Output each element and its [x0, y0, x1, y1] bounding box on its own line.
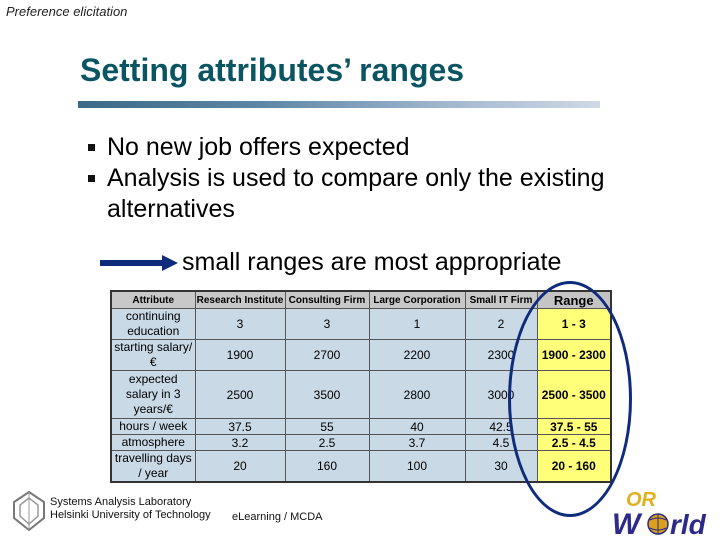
bullet-list: No new job offers expected Analysis is u… [88, 132, 698, 225]
value-cell: 1 [368, 308, 466, 340]
range-highlight-ellipse [508, 281, 632, 517]
title-underline [78, 101, 600, 108]
right-arrow-icon [100, 255, 178, 271]
footer-course: eLearning / MCDA [232, 511, 323, 523]
attribute-cell: hours / week [110, 418, 196, 435]
footer-lab: Systems Analysis Laboratory [50, 496, 192, 508]
bullet-square-icon [88, 144, 95, 151]
attribute-cell: travelling days / year [110, 450, 196, 483]
column-header: Attribute [110, 290, 196, 309]
bullet-item: No new job offers expected [88, 132, 698, 163]
value-cell: 100 [368, 450, 466, 483]
column-header: Consulting Firm [284, 290, 370, 309]
bullet-item: Analysis is used to compare only the exi… [88, 163, 698, 225]
value-cell: 3 [284, 308, 370, 340]
value-cell: 3.7 [368, 434, 466, 451]
attribute-cell: continuing education [110, 308, 196, 340]
footer-affiliation: Systems Analysis Laboratory Helsinki Uni… [50, 496, 211, 522]
column-header: Small IT Firm [464, 290, 538, 309]
university-logo-icon [13, 490, 45, 532]
value-cell: 3 [194, 308, 286, 340]
column-header: Research Institute [194, 290, 286, 309]
svg-text:W: W [612, 508, 643, 538]
value-cell: 2700 [284, 339, 370, 371]
bullet-text: No new job offers expected [107, 133, 410, 161]
value-cell: 1900 [194, 339, 286, 371]
or-world-logo-icon: OR W rld [612, 489, 707, 538]
value-cell: 2500 [194, 370, 286, 419]
value-cell: 40 [368, 418, 466, 435]
value-cell: 2800 [368, 370, 466, 419]
value-cell: 160 [284, 450, 370, 483]
svg-text:rld: rld [670, 509, 707, 538]
slide-title: Setting attributes’ ranges [80, 52, 465, 88]
value-cell: 2.5 [284, 434, 370, 451]
svg-text:OR: OR [626, 489, 657, 511]
attribute-cell: atmosphere [110, 434, 196, 451]
value-cell: 20 [194, 450, 286, 483]
value-cell: 55 [284, 418, 370, 435]
column-header: Large Corporation [368, 290, 466, 309]
value-cell: 3500 [284, 370, 370, 419]
bullet-square-icon [88, 175, 95, 182]
value-cell: 2200 [368, 339, 466, 371]
footer-university: Helsinki University of Technology [50, 509, 211, 521]
conclusion-text: small ranges are most appropriate [182, 248, 562, 276]
value-cell: 37.5 [194, 418, 286, 435]
bullet-text: Analysis is used to compare only the exi… [107, 164, 605, 223]
section-label: Preference elicitation [6, 4, 128, 19]
attribute-cell: expected salary in 3 years/€ [110, 370, 196, 419]
value-cell: 3.2 [194, 434, 286, 451]
attribute-cell: starting salary/€ [110, 339, 196, 371]
